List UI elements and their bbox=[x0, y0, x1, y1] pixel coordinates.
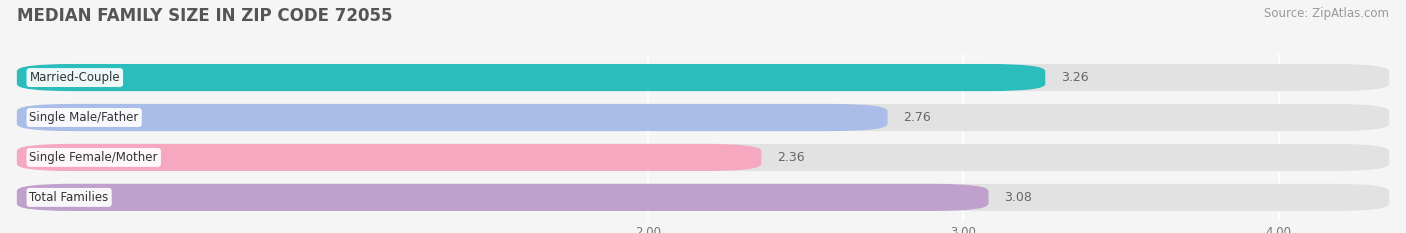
Text: Single Female/Mother: Single Female/Mother bbox=[30, 151, 157, 164]
Text: 2.76: 2.76 bbox=[903, 111, 931, 124]
Text: Married-Couple: Married-Couple bbox=[30, 71, 120, 84]
FancyBboxPatch shape bbox=[17, 144, 1389, 171]
Text: Single Male/Father: Single Male/Father bbox=[30, 111, 139, 124]
FancyBboxPatch shape bbox=[17, 184, 1389, 211]
FancyBboxPatch shape bbox=[17, 104, 1389, 131]
Text: 3.08: 3.08 bbox=[1004, 191, 1032, 204]
FancyBboxPatch shape bbox=[17, 184, 988, 211]
Text: 3.26: 3.26 bbox=[1062, 71, 1088, 84]
FancyBboxPatch shape bbox=[17, 104, 887, 131]
FancyBboxPatch shape bbox=[17, 64, 1045, 91]
Text: MEDIAN FAMILY SIZE IN ZIP CODE 72055: MEDIAN FAMILY SIZE IN ZIP CODE 72055 bbox=[17, 7, 392, 25]
Text: Source: ZipAtlas.com: Source: ZipAtlas.com bbox=[1264, 7, 1389, 20]
Text: 2.36: 2.36 bbox=[778, 151, 804, 164]
Text: Total Families: Total Families bbox=[30, 191, 108, 204]
FancyBboxPatch shape bbox=[17, 144, 762, 171]
FancyBboxPatch shape bbox=[17, 64, 1389, 91]
